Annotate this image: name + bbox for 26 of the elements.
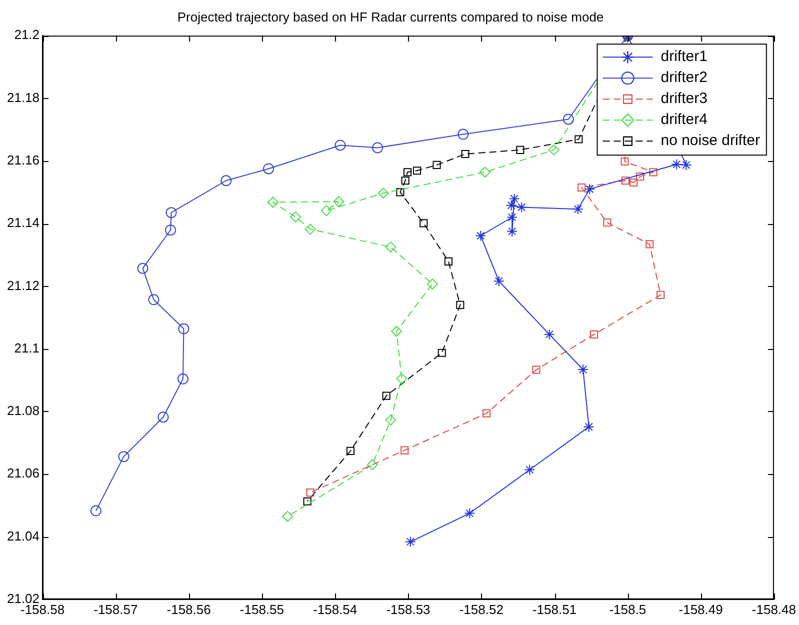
y-tick-label: 21.14: [6, 215, 40, 230]
legend-label: drifter4: [660, 111, 708, 128]
y-tick-label: 21.18: [6, 90, 40, 105]
x-tick-label: -158.48: [752, 602, 796, 617]
y-tick-label: 21.08: [6, 403, 40, 418]
y-tick-label: 21.02: [6, 590, 40, 606]
y-tick-label: 21.06: [6, 466, 40, 481]
y-tick-label: 21.12: [6, 278, 40, 293]
x-tick-label: -158.51: [532, 602, 577, 617]
legend-label: drifter2: [660, 69, 708, 86]
y-tick-label: 21.16: [6, 152, 40, 168]
x-tick-label: -158.54: [313, 602, 358, 617]
y-tick-label: 21.1: [14, 340, 40, 356]
x-tick-label: -158.57: [94, 602, 138, 617]
x-tick-label: -158.5: [609, 602, 646, 617]
legend-label: drifter1: [660, 48, 708, 66]
legend-label: no noise drifter: [660, 132, 760, 150]
legend-label: drifter3: [660, 90, 708, 108]
x-tick-label: -158.56: [166, 602, 211, 617]
y-tick-label: 21.2: [14, 27, 40, 42]
x-tick-label: -158.52: [459, 602, 504, 617]
x-tick-label: -158.55: [240, 602, 284, 617]
chart-title: Projected trajectory based on HF Radar currents compared to noise mode: [177, 9, 604, 24]
x-tick-label: -158.53: [386, 602, 430, 617]
x-tick-label: -158.49: [678, 602, 723, 617]
y-tick-label: 21.04: [6, 528, 40, 544]
